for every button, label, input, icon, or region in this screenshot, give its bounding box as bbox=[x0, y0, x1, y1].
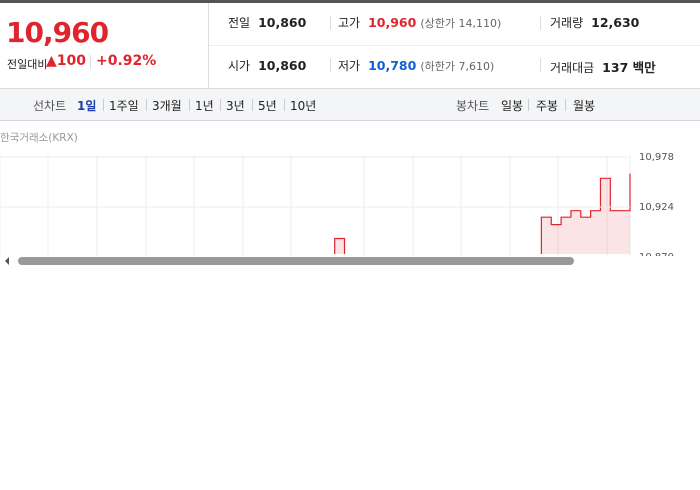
stat-value: 10,860 bbox=[258, 15, 307, 30]
stat-note: (하한가 7,610) bbox=[420, 60, 495, 73]
change-label: 전일대비 bbox=[7, 58, 48, 71]
separator bbox=[565, 99, 566, 111]
period-tab[interactable]: 1일 bbox=[77, 99, 97, 113]
separator bbox=[220, 99, 221, 111]
stat-value: 137 백만 bbox=[602, 60, 656, 75]
separator bbox=[146, 99, 147, 111]
candle-tab[interactable]: 일봉 bbox=[501, 99, 524, 113]
tab-label: 봉차트 bbox=[456, 99, 490, 113]
stat: 전일 10,860 bbox=[228, 14, 306, 31]
separator bbox=[103, 99, 104, 111]
stat-label: 고가 bbox=[338, 16, 361, 30]
divider bbox=[208, 3, 209, 88]
y-tick-label: 10,978 bbox=[639, 152, 674, 163]
change: ▲100 bbox=[46, 53, 86, 69]
stat-value: 12,630 bbox=[591, 15, 640, 30]
stat-label: 거래량 bbox=[550, 16, 584, 30]
divider bbox=[540, 58, 541, 72]
divider bbox=[330, 16, 331, 30]
area bbox=[334, 173, 630, 254]
stat: 거래대금 137 백만 bbox=[550, 57, 656, 76]
period-tab[interactable]: 3년 bbox=[226, 99, 245, 113]
candle-tab[interactable]: 주봉 bbox=[536, 99, 559, 113]
period-tab[interactable]: 5년 bbox=[258, 99, 277, 113]
separator bbox=[252, 99, 253, 111]
stat-value: 10,780 bbox=[368, 58, 417, 73]
scroll-left[interactable] bbox=[5, 257, 9, 265]
period-tab[interactable]: 1년 bbox=[195, 99, 214, 113]
period-tab[interactable]: 10년 bbox=[290, 99, 317, 113]
scroll-thumb[interactable] bbox=[18, 257, 574, 265]
stat-value: 10,860 bbox=[258, 58, 307, 73]
stat-label: 전일 bbox=[228, 16, 251, 30]
stat-value: 10,960 bbox=[368, 15, 417, 30]
stat-label: 거래대금 bbox=[550, 61, 595, 75]
separator bbox=[189, 99, 190, 111]
divider bbox=[540, 16, 541, 30]
period-tab[interactable]: 1주일 bbox=[109, 99, 139, 113]
price: 10,960 bbox=[6, 16, 109, 49]
tab-bar bbox=[0, 88, 700, 121]
stat: 거래량 12,630 bbox=[550, 14, 639, 31]
stat-label: 저가 bbox=[338, 59, 361, 73]
divider bbox=[330, 58, 331, 72]
divider bbox=[209, 45, 700, 46]
y-tick-label: 10,924 bbox=[639, 202, 674, 213]
stat: 시가 10,860 bbox=[228, 57, 306, 74]
separator bbox=[284, 99, 285, 111]
stat-note: (상한가 14,110) bbox=[420, 17, 502, 30]
stat: 고가 10,960 (상한가 14,110) bbox=[338, 14, 501, 31]
price-line bbox=[334, 173, 631, 254]
divider bbox=[90, 55, 91, 69]
separator bbox=[528, 99, 529, 111]
change-rate: +0.92% bbox=[96, 53, 157, 69]
stat: 저가 10,780 (하한가 7,610) bbox=[338, 57, 494, 74]
period-tab[interactable]: 3개월 bbox=[152, 99, 182, 113]
stat-label: 시가 bbox=[228, 59, 251, 73]
source: 한국거래소(KRX) bbox=[0, 132, 78, 144]
candle-tab[interactable]: 월봉 bbox=[573, 99, 596, 113]
tab-label: 선차트 bbox=[33, 99, 67, 113]
top-border bbox=[0, 0, 700, 3]
